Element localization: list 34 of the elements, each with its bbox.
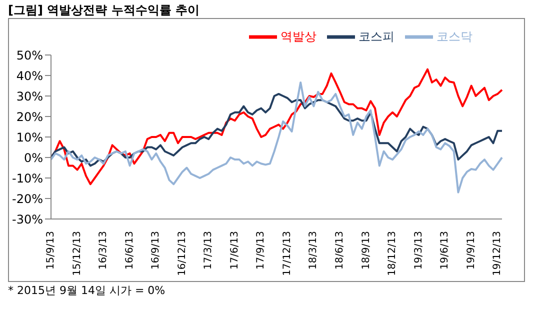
line-series: [50, 92, 503, 167]
x-tick-label: 15/9/13: [46, 231, 56, 270]
line-series: [50, 81, 503, 194]
x-tick-label: 17/6/13: [229, 231, 240, 270]
x-tick-label: 16/3/13: [98, 231, 110, 270]
y-tick-label: -30%: [12, 212, 43, 226]
y-tick-label: -20%: [12, 192, 43, 206]
x-tick-label: 18/6/13: [334, 231, 346, 270]
y-tick-label: 50%: [16, 48, 43, 62]
x-tick-label: 16/12/13: [176, 231, 188, 276]
x-tick-label: 17/12/13: [282, 231, 293, 276]
y-tick-label: 20%: [16, 110, 43, 124]
x-tick-label: 19/12/13: [492, 231, 504, 276]
x-tick-label: 18/12/13: [387, 231, 398, 276]
y-tick-label: 30%: [16, 89, 43, 104]
y-tick-label: 0%: [24, 150, 43, 165]
x-tick-label: 15/12/13: [72, 231, 83, 276]
x-tick-label: 19/9/13: [466, 231, 477, 270]
chart-title: [그림] 역발상전략 누적수익률 추이: [8, 2, 201, 18]
x-tick-label: 17/9/13: [256, 231, 267, 270]
y-tick-label: 10%: [16, 130, 43, 144]
x-tick-label: 17/3/13: [203, 231, 214, 270]
legend-label: 코스피: [358, 29, 394, 44]
x-tick-label: 16/6/13: [124, 231, 136, 270]
y-tick-label: 40%: [16, 68, 43, 83]
x-tick-label: 16/9/13: [150, 231, 162, 270]
legend-label: 코스닥: [436, 29, 472, 44]
x-tick-label: 19/3/13: [413, 231, 424, 270]
x-tick-label: 18/9/13: [360, 231, 372, 270]
legend-label: 역발상: [280, 29, 316, 44]
x-tick-label: 19/6/13: [440, 231, 451, 270]
y-tick-label: -10%: [12, 171, 43, 186]
x-tick-label: 18/3/13: [308, 231, 320, 270]
text: * 2015년 9월 14일 시가 = 0%: [8, 283, 166, 298]
